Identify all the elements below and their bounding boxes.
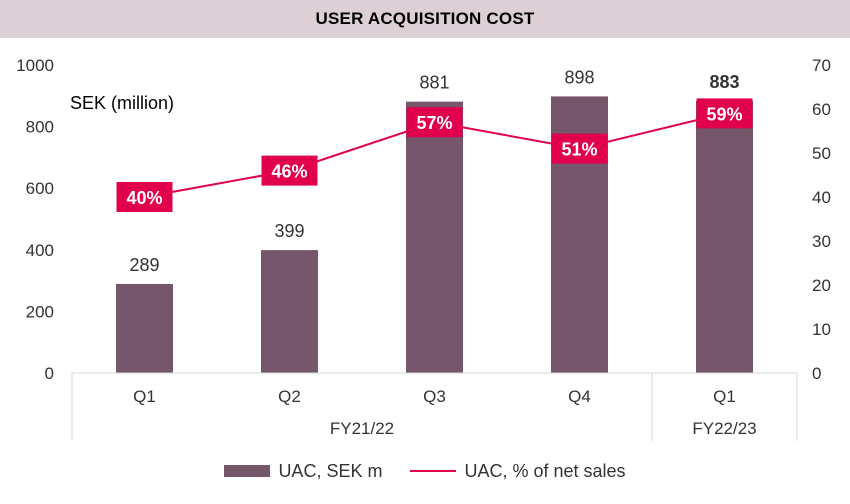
bar-value-label: 881 <box>419 73 449 93</box>
y-axis-label: SEK (million) <box>70 93 174 113</box>
line-point-marker <box>116 182 173 212</box>
y-tick-label: 200 <box>26 302 54 321</box>
x-tick-label: Q1 <box>133 387 156 406</box>
chart-title-bar: USER ACQUISITION COST <box>0 0 850 38</box>
line-value-label: 57% <box>416 113 452 133</box>
line-value-label: 40% <box>126 188 162 208</box>
legend-line-label: UAC, % of net sales <box>464 460 626 481</box>
legend-line-swatch <box>410 470 457 472</box>
y2-tick-label: 20 <box>812 276 831 295</box>
y2-tick-label: 40 <box>812 188 831 207</box>
line-value-label: 59% <box>706 104 742 124</box>
line-point-marker <box>261 155 318 186</box>
bar <box>696 101 753 373</box>
y2-tick-label: 10 <box>812 320 831 339</box>
bar <box>116 283 173 373</box>
x-group-label: FY22/23 <box>692 419 756 438</box>
line-point-marker <box>696 98 753 129</box>
legend-item-line: UAC, % of net sales <box>410 460 626 482</box>
bar-value-label: 883 <box>709 72 739 92</box>
x-tick-label: Q3 <box>423 387 446 406</box>
bar-value-label: 399 <box>274 221 304 241</box>
legend-bar-label: UAC, SEK m <box>278 460 383 481</box>
bar-value-label: 898 <box>564 67 594 87</box>
y-tick-label: 0 <box>45 364 54 383</box>
legend-bar-swatch <box>224 465 271 477</box>
y2-tick-label: 30 <box>812 232 831 251</box>
x-tick-label: Q4 <box>568 387 591 406</box>
bar-value-label: 289 <box>129 255 159 275</box>
y2-tick-label: 50 <box>812 144 831 163</box>
y-tick-label: 600 <box>26 179 54 198</box>
line-value-label: 46% <box>271 162 307 182</box>
y2-tick-label: 70 <box>812 56 831 75</box>
bar <box>261 250 318 373</box>
legend: UAC, SEK m UAC, % of net sales <box>0 456 850 486</box>
y2-tick-label: 60 <box>812 100 831 119</box>
line-point-marker <box>551 133 608 164</box>
chart-plot: 0 200 400 600 800 1000 0 10 20 30 40 50 60 70 SEK (mil… <box>16 56 831 441</box>
legend-item-bar: UAC, SEK m <box>224 461 382 482</box>
x-tick-label: Q1 <box>713 387 736 406</box>
line-point-marker <box>406 107 463 138</box>
y-tick-label: 400 <box>26 241 54 260</box>
x-group-label: FY21/22 <box>330 419 394 438</box>
bar <box>406 101 463 373</box>
chart-title: USER ACQUISITION COST <box>315 9 535 28</box>
line-value-label: 51% <box>561 140 597 160</box>
y-tick-label: 800 <box>26 118 54 137</box>
y-tick-label: 1000 <box>16 56 54 75</box>
y2-tick-label: 0 <box>812 364 821 383</box>
x-tick-label: Q2 <box>278 387 301 406</box>
